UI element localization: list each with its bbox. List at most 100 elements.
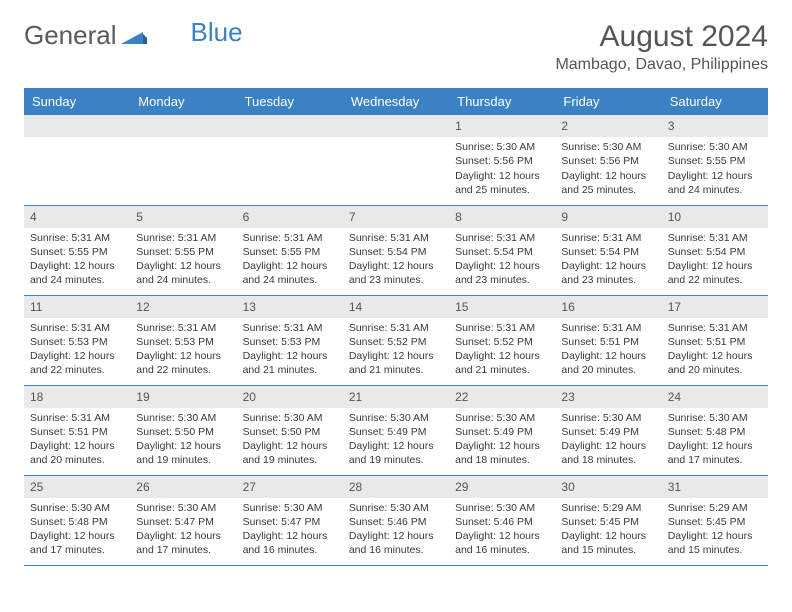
calendar-day-cell: 21Sunrise: 5:30 AMSunset: 5:49 PMDayligh… [343, 385, 449, 475]
sunrise-text: Sunrise: 5:31 AM [136, 231, 230, 245]
calendar-day-cell: 6Sunrise: 5:31 AMSunset: 5:55 PMDaylight… [237, 205, 343, 295]
calendar-header-row: SundayMondayTuesdayWednesdayThursdayFrid… [24, 88, 768, 115]
sunrise-text: Sunrise: 5:31 AM [30, 411, 124, 425]
calendar-day-cell: 11Sunrise: 5:31 AMSunset: 5:53 PMDayligh… [24, 295, 130, 385]
day-body: Sunrise: 5:30 AMSunset: 5:47 PMDaylight:… [237, 498, 343, 564]
day-body: Sunrise: 5:30 AMSunset: 5:50 PMDaylight:… [237, 408, 343, 474]
page-title: August 2024 [555, 20, 768, 54]
calendar-day-cell: 22Sunrise: 5:30 AMSunset: 5:49 PMDayligh… [449, 385, 555, 475]
day-body: Sunrise: 5:31 AMSunset: 5:52 PMDaylight:… [343, 318, 449, 384]
sunrise-text: Sunrise: 5:30 AM [668, 411, 762, 425]
sunrise-text: Sunrise: 5:30 AM [455, 140, 549, 154]
calendar-day-cell: 29Sunrise: 5:30 AMSunset: 5:46 PMDayligh… [449, 475, 555, 565]
calendar-day-cell: 1Sunrise: 5:30 AMSunset: 5:56 PMDaylight… [449, 115, 555, 205]
sunrise-text: Sunrise: 5:31 AM [349, 321, 443, 335]
calendar-day-cell [24, 115, 130, 205]
calendar-day-cell: 28Sunrise: 5:30 AMSunset: 5:46 PMDayligh… [343, 475, 449, 565]
day-body: Sunrise: 5:31 AMSunset: 5:55 PMDaylight:… [237, 228, 343, 294]
sunset-text: Sunset: 5:54 PM [668, 245, 762, 259]
daylight-text: Daylight: 12 hours and 20 minutes. [668, 349, 762, 377]
calendar-day-cell: 9Sunrise: 5:31 AMSunset: 5:54 PMDaylight… [555, 205, 661, 295]
day-body: Sunrise: 5:30 AMSunset: 5:48 PMDaylight:… [662, 408, 768, 474]
day-number: 27 [237, 476, 343, 498]
daylight-text: Daylight: 12 hours and 23 minutes. [455, 259, 549, 287]
day-number: 7 [343, 206, 449, 228]
location-text: Mambago, Davao, Philippines [555, 56, 768, 74]
sunset-text: Sunset: 5:52 PM [455, 335, 549, 349]
day-number: 18 [24, 386, 130, 408]
daylight-text: Daylight: 12 hours and 22 minutes. [668, 259, 762, 287]
day-number: 26 [130, 476, 236, 498]
calendar-day-cell: 13Sunrise: 5:31 AMSunset: 5:53 PMDayligh… [237, 295, 343, 385]
day-number-empty [24, 115, 130, 137]
sunset-text: Sunset: 5:53 PM [30, 335, 124, 349]
sunrise-text: Sunrise: 5:31 AM [561, 321, 655, 335]
calendar-day-cell: 18Sunrise: 5:31 AMSunset: 5:51 PMDayligh… [24, 385, 130, 475]
day-number: 10 [662, 206, 768, 228]
daylight-text: Daylight: 12 hours and 19 minutes. [349, 439, 443, 467]
sunrise-text: Sunrise: 5:30 AM [243, 501, 337, 515]
calendar-day-cell: 2Sunrise: 5:30 AMSunset: 5:56 PMDaylight… [555, 115, 661, 205]
daylight-text: Daylight: 12 hours and 16 minutes. [349, 529, 443, 557]
sunset-text: Sunset: 5:49 PM [455, 425, 549, 439]
day-body: Sunrise: 5:31 AMSunset: 5:54 PMDaylight:… [449, 228, 555, 294]
day-number: 20 [237, 386, 343, 408]
sunset-text: Sunset: 5:47 PM [243, 515, 337, 529]
day-body: Sunrise: 5:31 AMSunset: 5:53 PMDaylight:… [24, 318, 130, 384]
calendar-day-cell [237, 115, 343, 205]
sunrise-text: Sunrise: 5:31 AM [455, 231, 549, 245]
weekday-header: Thursday [449, 88, 555, 115]
daylight-text: Daylight: 12 hours and 23 minutes. [349, 259, 443, 287]
sunrise-text: Sunrise: 5:31 AM [30, 231, 124, 245]
calendar-day-cell [130, 115, 236, 205]
calendar-day-cell: 31Sunrise: 5:29 AMSunset: 5:45 PMDayligh… [662, 475, 768, 565]
day-number: 5 [130, 206, 236, 228]
sunrise-text: Sunrise: 5:30 AM [561, 411, 655, 425]
sunrise-text: Sunrise: 5:31 AM [668, 231, 762, 245]
sunrise-text: Sunrise: 5:31 AM [561, 231, 655, 245]
sunset-text: Sunset: 5:50 PM [136, 425, 230, 439]
sunset-text: Sunset: 5:55 PM [136, 245, 230, 259]
calendar-week-row: 11Sunrise: 5:31 AMSunset: 5:53 PMDayligh… [24, 295, 768, 385]
day-body: Sunrise: 5:30 AMSunset: 5:56 PMDaylight:… [449, 137, 555, 203]
sunset-text: Sunset: 5:48 PM [30, 515, 124, 529]
day-body: Sunrise: 5:31 AMSunset: 5:51 PMDaylight:… [662, 318, 768, 384]
calendar-day-cell [343, 115, 449, 205]
sunrise-text: Sunrise: 5:29 AM [561, 501, 655, 515]
sunrise-text: Sunrise: 5:30 AM [455, 501, 549, 515]
header: General Blue August 2024 Mambago, Davao,… [24, 20, 768, 74]
calendar-day-cell: 17Sunrise: 5:31 AMSunset: 5:51 PMDayligh… [662, 295, 768, 385]
weekday-header: Wednesday [343, 88, 449, 115]
daylight-text: Daylight: 12 hours and 20 minutes. [561, 349, 655, 377]
sunrise-text: Sunrise: 5:31 AM [668, 321, 762, 335]
calendar-day-cell: 19Sunrise: 5:30 AMSunset: 5:50 PMDayligh… [130, 385, 236, 475]
sunset-text: Sunset: 5:51 PM [668, 335, 762, 349]
day-number: 13 [237, 296, 343, 318]
day-number: 4 [24, 206, 130, 228]
day-body: Sunrise: 5:31 AMSunset: 5:51 PMDaylight:… [24, 408, 130, 474]
day-body: Sunrise: 5:30 AMSunset: 5:48 PMDaylight:… [24, 498, 130, 564]
calendar-day-cell: 7Sunrise: 5:31 AMSunset: 5:54 PMDaylight… [343, 205, 449, 295]
daylight-text: Daylight: 12 hours and 20 minutes. [30, 439, 124, 467]
weekday-header: Monday [130, 88, 236, 115]
daylight-text: Daylight: 12 hours and 17 minutes. [136, 529, 230, 557]
daylight-text: Daylight: 12 hours and 17 minutes. [30, 529, 124, 557]
calendar-day-cell: 15Sunrise: 5:31 AMSunset: 5:52 PMDayligh… [449, 295, 555, 385]
sunset-text: Sunset: 5:45 PM [561, 515, 655, 529]
sunrise-text: Sunrise: 5:30 AM [136, 501, 230, 515]
sunset-text: Sunset: 5:49 PM [349, 425, 443, 439]
day-number: 17 [662, 296, 768, 318]
daylight-text: Daylight: 12 hours and 24 minutes. [243, 259, 337, 287]
logo-text-general: General [24, 20, 117, 51]
day-body: Sunrise: 5:30 AMSunset: 5:46 PMDaylight:… [343, 498, 449, 564]
sunset-text: Sunset: 5:53 PM [136, 335, 230, 349]
sunset-text: Sunset: 5:49 PM [561, 425, 655, 439]
day-body: Sunrise: 5:30 AMSunset: 5:55 PMDaylight:… [662, 137, 768, 203]
day-number: 24 [662, 386, 768, 408]
calendar-day-cell: 16Sunrise: 5:31 AMSunset: 5:51 PMDayligh… [555, 295, 661, 385]
day-number: 9 [555, 206, 661, 228]
calendar-day-cell: 25Sunrise: 5:30 AMSunset: 5:48 PMDayligh… [24, 475, 130, 565]
daylight-text: Daylight: 12 hours and 24 minutes. [136, 259, 230, 287]
calendar-day-cell: 12Sunrise: 5:31 AMSunset: 5:53 PMDayligh… [130, 295, 236, 385]
day-number: 15 [449, 296, 555, 318]
